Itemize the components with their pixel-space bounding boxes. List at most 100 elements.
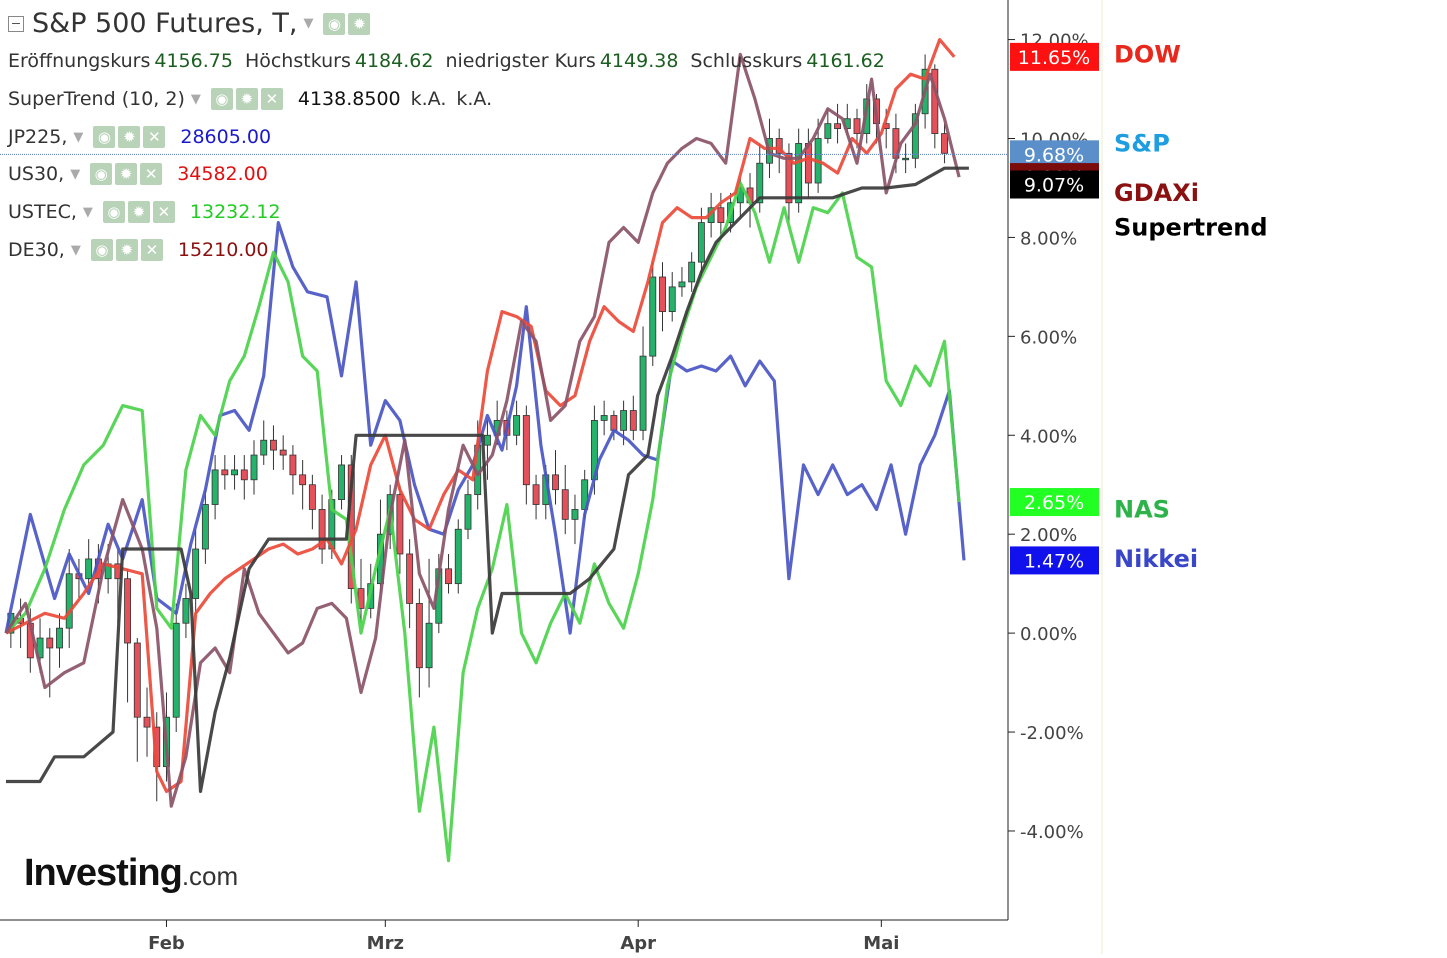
y-tick-label: 0.00% [1020,624,1077,645]
series-line-3 [4,52,961,808]
value-badge [1010,546,1099,575]
value-badge-label: 9.07% [1024,174,1084,196]
candle-body [639,355,647,431]
candle-body [717,207,725,223]
eye-icon[interactable]: ◉ [210,88,233,110]
candle-body [172,622,180,718]
high-value: 4184.62 [354,50,434,72]
chevron-down-icon[interactable]: ▼ [303,16,314,31]
candle-body [532,484,540,505]
y-tick-label: 8.00% [1020,228,1077,249]
value-badge-label: 2.65% [1024,492,1084,514]
indicator-extra-2: k.A. [456,88,493,110]
candle-body [221,469,229,476]
series-annotation: Supertrend [1114,214,1268,242]
ohlc-row: Eröffnungskurs 4156.75 Höchstkurs 4184.6… [8,50,897,72]
chevron-down-icon[interactable]: ▼ [70,242,81,258]
series-line-2 [5,38,956,793]
candle-body [415,603,423,669]
high-label: Höchstkurs [244,50,351,72]
indicator-row-de30: DE30, ▼ ◉ ✹ ✕ 15210.00 [8,239,269,261]
candle-body [192,548,200,599]
axis-layer: -4.00%-2.00%0.00%2.00%4.00%6.00%8.00%10.… [0,0,1103,954]
y-tick-label: -4.00% [1020,822,1084,843]
candle-body [853,118,861,134]
indicator-name: JP225, [8,126,68,148]
candle-body [756,162,764,204]
series-line-1 [4,181,961,863]
series-line-0 [4,221,966,635]
close-icon[interactable]: ✕ [143,126,166,148]
open-value: 4156.75 [154,50,233,72]
candle-body [124,578,132,644]
indicator-name: USTEC, [8,201,77,223]
annotations-layer: DOW S&P GDAXi Supertrend NAS Nikkei [1114,40,1268,573]
candle-body [629,410,637,431]
gear-icon[interactable]: ✹ [118,126,141,148]
indicator-row-ustec: USTEC, ▼ ◉ ✹ ✕ 13232.12 [8,201,281,223]
gear-icon[interactable]: ✹ [348,12,371,35]
y-tick-label: 2.00% [1020,525,1077,546]
close-value: 4161.62 [806,50,885,72]
candle-body [270,439,277,451]
close-label: Schlusskurs [690,50,803,72]
chevron-down-icon[interactable]: ▼ [190,91,201,107]
indicator-value: 4138.8500 [297,88,401,110]
candle-body [279,449,287,456]
close-icon[interactable]: ✕ [152,201,175,223]
indicator-value: 34582.00 [177,163,268,185]
close-icon[interactable]: ✕ [260,88,283,110]
value-badge [1010,488,1099,517]
value-badge [1010,42,1099,71]
candle-body [668,286,676,313]
indicator-value: 15210.00 [177,239,269,261]
eye-icon[interactable]: ◉ [102,201,125,223]
indicator-row-us30: US30, ▼ ◉ ✹ ✕ 34582.00 [8,163,268,185]
series-annotation: Nikkei [1114,545,1198,573]
eye-icon[interactable]: ◉ [90,163,113,185]
gear-icon[interactable]: ✹ [115,163,138,185]
chevron-down-icon[interactable]: ▼ [82,204,93,220]
candle-body [649,276,657,357]
series-annotation: DOW [1114,40,1181,68]
value-badge-label: 1.47% [1024,550,1084,572]
candle-body [483,434,491,446]
indicator-name: US30, [8,163,65,185]
candle-body [902,157,910,161]
close-icon[interactable]: ✕ [140,163,163,185]
eye-icon[interactable]: ◉ [93,126,116,148]
logo-suffix: .com [181,861,239,891]
value-badge [1010,170,1099,199]
x-tick-label: Mai [863,933,899,954]
gear-icon[interactable]: ✹ [235,88,258,110]
gear-icon[interactable]: ✹ [115,239,138,261]
value-badge-label: 9.68% [1024,144,1084,166]
x-tick-label: Apr [620,933,656,954]
candle-body [678,281,686,288]
eye-icon[interactable]: ◉ [323,12,346,35]
chevron-down-icon[interactable]: ▼ [73,129,84,145]
indicator-value: 28605.00 [180,126,272,148]
candle-body [85,558,93,580]
candle-body [46,637,54,649]
badges-layer: 11.65%9.68%9.22%9.07%2.65%1.47% [1010,42,1099,575]
close-icon[interactable]: ✕ [140,239,163,261]
candle-body [445,568,452,585]
collapse-icon[interactable] [8,15,24,32]
y-tick-label: 4.00% [1020,426,1077,447]
indicator-name: SuperTrend (10, 2) [8,88,185,110]
gear-icon[interactable]: ✹ [127,201,150,223]
chevron-down-icon[interactable]: ▼ [70,166,81,182]
indicator-name: DE30, [8,239,65,261]
candle-body [260,439,268,456]
indicator-row-jp225: JP225, ▼ ◉ ✹ ✕ 28605.00 [8,126,271,148]
open-label: Eröffnungskurs [8,50,151,72]
series-annotation: S&P [1114,129,1170,157]
investing-logo: Investing.com [24,852,238,895]
candle-body [133,642,141,718]
eye-icon[interactable]: ◉ [90,239,113,261]
candle-body [522,415,530,486]
candle-body [308,484,316,510]
